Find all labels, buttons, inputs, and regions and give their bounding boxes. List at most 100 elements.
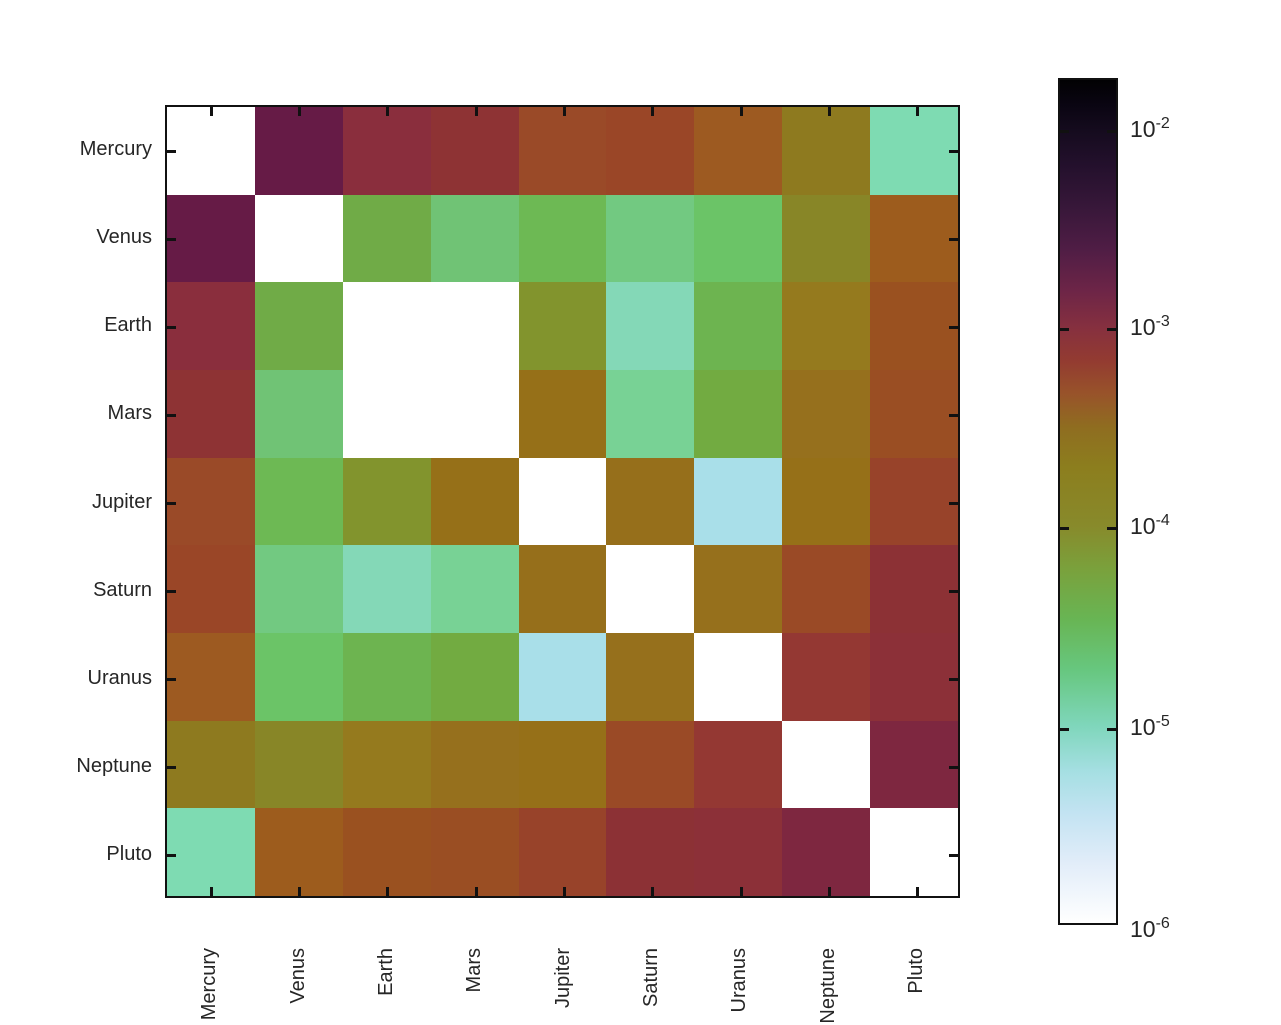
axis-tick bbox=[949, 766, 958, 770]
colorbar-tick bbox=[1107, 727, 1116, 731]
heatmap-cell-Mercury-Uranus bbox=[694, 107, 783, 195]
axis-tick bbox=[949, 237, 958, 241]
axis-tick bbox=[563, 107, 566, 116]
heatmap-cell-Pluto-Saturn bbox=[606, 808, 695, 896]
heatmap-cell-Jupiter-Uranus bbox=[694, 457, 783, 546]
axis-tick bbox=[209, 887, 213, 896]
heatmap-cell-Uranus-Mercury bbox=[167, 632, 255, 721]
axis-tick bbox=[167, 502, 176, 505]
heatmap-plot-area bbox=[165, 105, 960, 898]
axis-tick bbox=[386, 107, 390, 116]
heatmap-cell-Uranus-Earth bbox=[342, 632, 431, 721]
heatmap-cell-Venus-Jupiter bbox=[518, 194, 607, 283]
y-axis-label-Saturn: Saturn bbox=[93, 578, 152, 601]
heatmap-cell-Jupiter-Saturn bbox=[606, 457, 695, 546]
heatmap-cell-Uranus-Neptune bbox=[782, 632, 871, 721]
heatmap-cell-Jupiter-Neptune bbox=[782, 457, 871, 546]
axis-tick bbox=[949, 678, 958, 682]
heatmap-cell-Uranus-Saturn bbox=[606, 632, 695, 721]
heatmap-cell-Mars-Pluto bbox=[870, 369, 958, 458]
colorbar-tick bbox=[1107, 526, 1116, 530]
heatmap-cell-Earth-Mercury bbox=[167, 282, 255, 370]
heatmap-cell-Mercury-Mercury bbox=[167, 107, 255, 195]
y-axis-label-Jupiter: Jupiter bbox=[91, 490, 152, 513]
heatmap-cell-Neptune-Pluto bbox=[870, 720, 958, 809]
axis-tick bbox=[298, 107, 301, 116]
heatmap-cell-Mercury-Pluto bbox=[870, 107, 958, 195]
axis-tick bbox=[949, 502, 958, 505]
axis-tick bbox=[167, 325, 176, 329]
heatmap-cell-Pluto-Jupiter bbox=[518, 808, 607, 896]
heatmap-cell-Pluto-Venus bbox=[254, 808, 343, 896]
heatmap-cell-Mars-Uranus bbox=[694, 369, 783, 458]
heatmap-cell-Saturn-Venus bbox=[254, 545, 343, 633]
colorbar-tick-label-1e-3: 10-3 bbox=[1130, 313, 1170, 341]
axis-tick bbox=[386, 887, 390, 896]
heatmap-cell-Mercury-Jupiter bbox=[518, 107, 607, 195]
heatmap-cell-Mercury-Neptune bbox=[782, 107, 871, 195]
axis-tick bbox=[167, 413, 176, 417]
x-axis-label-Earth: Earth bbox=[374, 948, 397, 996]
axis-tick bbox=[949, 325, 958, 329]
heatmap-cell-Uranus-Jupiter bbox=[518, 632, 607, 721]
heatmap-cell-Pluto-Earth bbox=[342, 808, 431, 896]
heatmap-cell-Earth-Saturn bbox=[606, 282, 695, 370]
colorbar-tick bbox=[1060, 727, 1069, 731]
axis-tick bbox=[167, 590, 176, 594]
heatmap-cell-Neptune-Jupiter bbox=[518, 720, 607, 809]
heatmap-cell-Saturn-Earth bbox=[342, 545, 431, 633]
heatmap-cell-Neptune-Mars bbox=[430, 720, 519, 809]
heatmap-cell-Mars-Earth bbox=[342, 369, 431, 458]
axis-tick bbox=[209, 107, 213, 116]
axis-tick bbox=[563, 887, 566, 896]
y-axis-label-Earth: Earth bbox=[104, 314, 152, 337]
heatmap-cell-Saturn-Neptune bbox=[782, 545, 871, 633]
axis-tick bbox=[651, 107, 655, 116]
heatmap-cell-Jupiter-Pluto bbox=[870, 457, 958, 546]
heatmap-cell-Mars-Jupiter bbox=[518, 369, 607, 458]
heatmap-cell-Saturn-Mercury bbox=[167, 545, 255, 633]
heatmap-cell-Uranus-Venus bbox=[254, 632, 343, 721]
heatmap-cell-Pluto-Mars bbox=[430, 808, 519, 896]
x-axis-label-Pluto: Pluto bbox=[904, 948, 927, 994]
heatmap-cell-Saturn-Mars bbox=[430, 545, 519, 633]
heatmap-cell-Neptune-Saturn bbox=[606, 720, 695, 809]
y-axis-label-Pluto: Pluto bbox=[106, 842, 152, 865]
heatmap-cell-Earth-Mars bbox=[430, 282, 519, 370]
colorbar-tick-label-1e-2: 10-2 bbox=[1130, 115, 1170, 143]
x-axis-label-Jupiter: Jupiter bbox=[551, 948, 574, 1009]
heatmap-cell-Mercury-Venus bbox=[254, 107, 343, 195]
heatmap-cell-Saturn-Saturn bbox=[606, 545, 695, 633]
heatmap-cell-Neptune-Neptune bbox=[782, 720, 871, 809]
heatmap-cell-Earth-Venus bbox=[254, 282, 343, 370]
heatmap-cell-Earth-Pluto bbox=[870, 282, 958, 370]
heatmap-cell-Jupiter-Venus bbox=[254, 457, 343, 546]
axis-tick bbox=[167, 854, 176, 858]
heatmap-cell-Venus-Neptune bbox=[782, 194, 871, 283]
heatmap-cell-grid bbox=[167, 107, 958, 896]
colorbar-tick-label-1e-6: 10-6 bbox=[1130, 915, 1170, 943]
axis-tick bbox=[916, 887, 920, 896]
axis-tick bbox=[949, 149, 958, 153]
axis-tick bbox=[828, 107, 831, 116]
axis-tick bbox=[474, 887, 478, 896]
colorbar-tick bbox=[1060, 327, 1069, 331]
axis-tick bbox=[167, 237, 176, 241]
x-axis-label-Mars: Mars bbox=[463, 948, 486, 993]
x-axis-label-Uranus: Uranus bbox=[728, 948, 751, 1013]
heatmap-cell-Jupiter-Earth bbox=[342, 457, 431, 546]
heatmap-cell-Saturn-Jupiter bbox=[518, 545, 607, 633]
colorbar-tick bbox=[1107, 129, 1116, 133]
heatmap-cell-Pluto-Pluto bbox=[870, 808, 958, 896]
axis-tick bbox=[949, 590, 958, 594]
heatmap-cell-Jupiter-Mercury bbox=[167, 457, 255, 546]
heatmap-cell-Mercury-Earth bbox=[342, 107, 431, 195]
heatmap-cell-Earth-Jupiter bbox=[518, 282, 607, 370]
heatmap-cell-Pluto-Neptune bbox=[782, 808, 871, 896]
heatmap-cell-Neptune-Mercury bbox=[167, 720, 255, 809]
colorbar-tick-label-1e-4: 10-4 bbox=[1130, 512, 1170, 540]
heatmap-cell-Mars-Saturn bbox=[606, 369, 695, 458]
heatmap-cell-Uranus-Pluto bbox=[870, 632, 958, 721]
colorbar-tick bbox=[1060, 526, 1069, 530]
